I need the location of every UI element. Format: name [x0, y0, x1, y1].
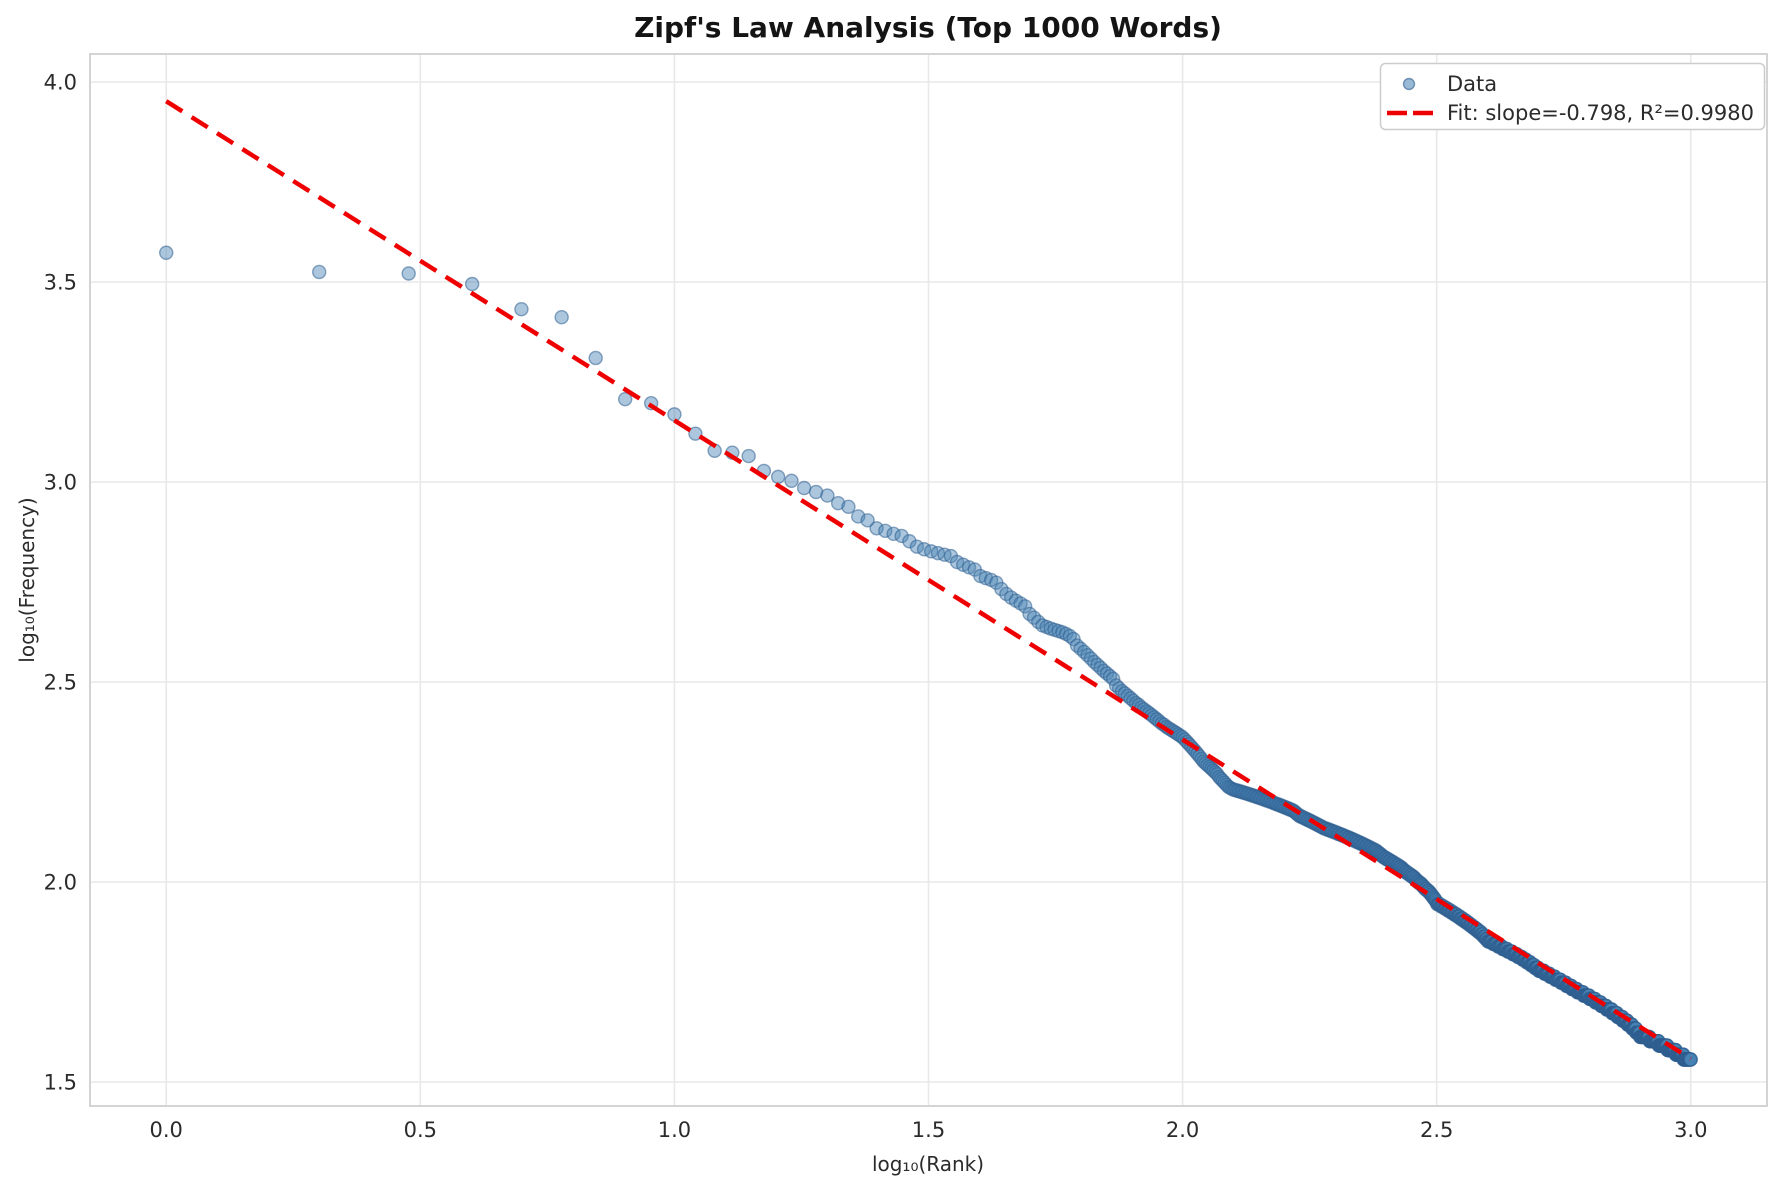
data-point: [464, 276, 480, 292]
legend-label-fit: Fit: slope=-0.798, R²=0.9980: [1447, 101, 1754, 125]
y-tick-label: 4.0: [44, 71, 77, 95]
y-tick-label: 3.5: [44, 271, 77, 295]
y-tick-label: 2.5: [44, 671, 77, 695]
data-point: [902, 534, 917, 549]
x-tick-label: 3.0: [1674, 1118, 1707, 1142]
data-point: [860, 513, 875, 528]
axes-frame: [89, 53, 1768, 1107]
data-point: [617, 391, 633, 407]
data-point: [688, 426, 703, 441]
data-point: [796, 480, 812, 496]
data-point: [869, 521, 884, 536]
x-tick-label: 2.5: [1420, 1118, 1453, 1142]
data-point: [1017, 599, 1033, 614]
x-tick-label: 0.5: [404, 1118, 437, 1142]
data-point: [741, 448, 756, 464]
data-point: [784, 473, 799, 488]
data-point: [514, 302, 529, 317]
y-axis-label: log₁₀(Frequency): [15, 497, 39, 662]
chart-title: Zipf's Law Analysis (Top 1000 Words): [634, 11, 1222, 44]
data-point: [401, 266, 416, 281]
y-tick-label: 3.0: [44, 471, 77, 495]
legend: Data Fit: slope=-0.798, R²=0.9980: [1379, 62, 1766, 131]
data-point: [770, 469, 786, 485]
data-point: [1683, 1052, 1698, 1067]
data-point: [878, 523, 893, 539]
x-tick-labels: 0.0 0.5 1.0 1.5 2.0 2.5 3.0: [150, 1118, 1708, 1142]
data-point: [588, 350, 603, 366]
data-point: [894, 528, 909, 544]
x-axis-label: log₁₀(Rank): [872, 1152, 984, 1176]
legend-box: [1379, 62, 1766, 131]
y-tick-label: 2.0: [44, 871, 77, 895]
legend-label-data: Data: [1447, 72, 1497, 96]
x-tick-label: 2.0: [1166, 1118, 1199, 1142]
data-point: [159, 245, 174, 260]
data-point: [841, 499, 856, 514]
data-point: [820, 488, 835, 503]
data-point: [554, 310, 569, 325]
legend-marker-data-icon: [1402, 77, 1416, 91]
data-point: [312, 264, 327, 280]
y-tick-label: 1.5: [44, 1071, 77, 1095]
fit-line: [165, 99, 1692, 1061]
x-tick-label: 1.5: [912, 1118, 945, 1142]
x-tick-label: 1.0: [658, 1118, 691, 1142]
data-point: [667, 407, 682, 422]
y-tick-labels: 1.5 2.0 2.5 3.0 3.5 4.0: [44, 71, 77, 1095]
x-tick-label: 0.0: [150, 1118, 183, 1142]
